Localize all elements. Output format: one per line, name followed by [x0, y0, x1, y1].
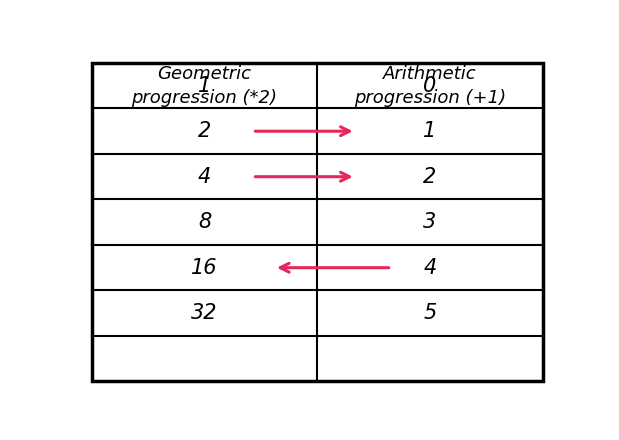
Text: 1: 1 — [198, 76, 211, 96]
Text: Arithmetic
progression (+1): Arithmetic progression (+1) — [354, 65, 506, 106]
Text: 0: 0 — [423, 76, 436, 96]
Text: 4: 4 — [423, 258, 436, 278]
Text: 4: 4 — [198, 167, 211, 187]
Text: 8: 8 — [198, 212, 211, 232]
Text: 2: 2 — [198, 121, 211, 141]
Text: Geometric
progression (*2): Geometric progression (*2) — [131, 65, 277, 106]
Text: 3: 3 — [423, 212, 436, 232]
Text: 2: 2 — [423, 167, 436, 187]
Text: 1: 1 — [423, 121, 436, 141]
Text: 5: 5 — [423, 303, 436, 323]
Text: 16: 16 — [191, 258, 218, 278]
Text: 32: 32 — [191, 303, 218, 323]
